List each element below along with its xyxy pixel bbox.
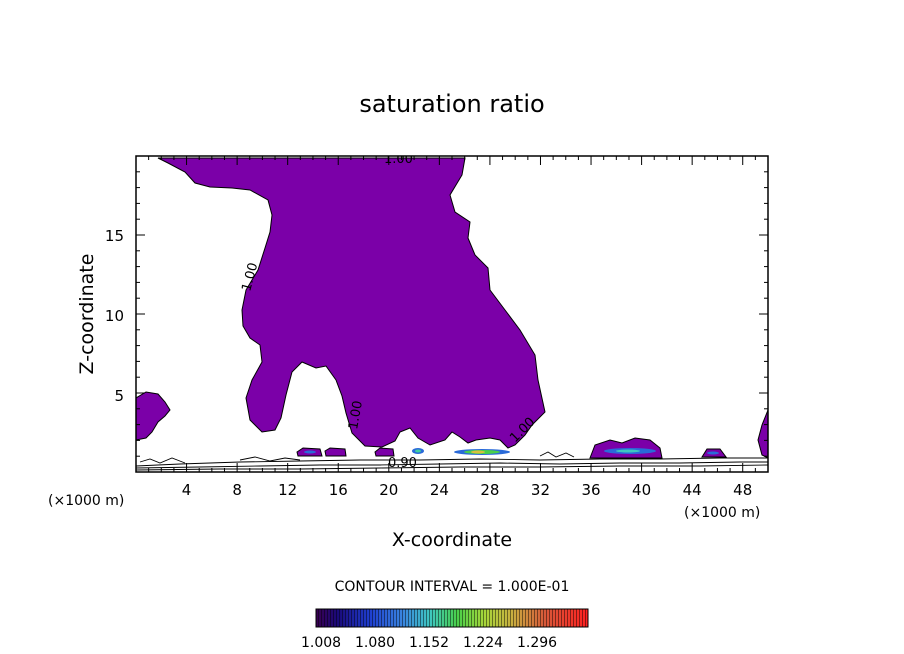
y-tick-label-15: 15 — [105, 227, 124, 245]
x-unit-right: (×1000 m) — [684, 505, 760, 521]
colorbar-label-1: 1.008 — [301, 635, 341, 651]
colorbar-label-2: 1.080 — [355, 635, 395, 651]
x-tick-label: 24 — [430, 481, 449, 499]
y-axis-label: Z-coordinate — [76, 254, 98, 375]
x-tick-label: 32 — [531, 481, 550, 499]
region-max-14 — [304, 450, 316, 454]
region-max-28-core — [471, 450, 485, 454]
region-main-plume — [157, 157, 546, 449]
x-tick-label: 28 — [480, 481, 499, 499]
x-tick-label: 40 — [632, 481, 651, 499]
tick-marks — [135, 155, 769, 473]
y-tick-label-10: 10 — [105, 307, 124, 325]
region-max-44 — [707, 451, 719, 455]
x-tick-label: 4 — [182, 481, 192, 499]
region-right-patch — [757, 409, 768, 459]
x-tick-label: 48 — [733, 481, 752, 499]
colorbar-frame — [315, 608, 589, 628]
region-left-patch — [136, 391, 171, 441]
colorbar-label-5: 1.296 — [517, 635, 557, 651]
region-patch-16 — [324, 447, 347, 457]
contour-label-mid: 1.00 — [346, 400, 366, 431]
region-max-40-core — [616, 449, 640, 453]
contour-label-low: 0.90 — [388, 456, 417, 471]
plot-area: 1.00 1.00 1.00 1.00 0.90 — [136, 152, 768, 471]
x-axis-label: X-coordinate — [392, 529, 512, 551]
contour-label-top: 1.00 — [384, 152, 413, 167]
x-tick-labels: 4 8 12 16 20 24 28 32 36 40 44 48 — [182, 481, 752, 499]
y-tick-label-5: 5 — [114, 387, 124, 405]
contour-interval-text: CONTOUR INTERVAL = 1.000E-01 — [335, 579, 570, 595]
region-patch-36-42 — [589, 437, 663, 459]
surface-contours — [136, 451, 768, 471]
colorbar-lines — [316, 609, 588, 627]
x-unit-left: (×1000 m) — [48, 493, 124, 509]
contour-label-left: 1.00 — [239, 261, 261, 293]
colorbar-label-4: 1.224 — [463, 635, 503, 651]
x-tick-label: 8 — [232, 481, 242, 499]
colorbar-label-3: 1.152 — [409, 635, 449, 651]
x-tick-label: 16 — [329, 481, 348, 499]
region-max-22-core — [415, 449, 421, 453]
chart-title: saturation ratio — [359, 90, 544, 118]
x-tick-label: 20 — [379, 481, 398, 499]
region-patch-20 — [374, 447, 395, 457]
x-tick-label: 44 — [683, 481, 702, 499]
x-tick-label: 12 — [278, 481, 297, 499]
x-tick-label: 36 — [581, 481, 600, 499]
